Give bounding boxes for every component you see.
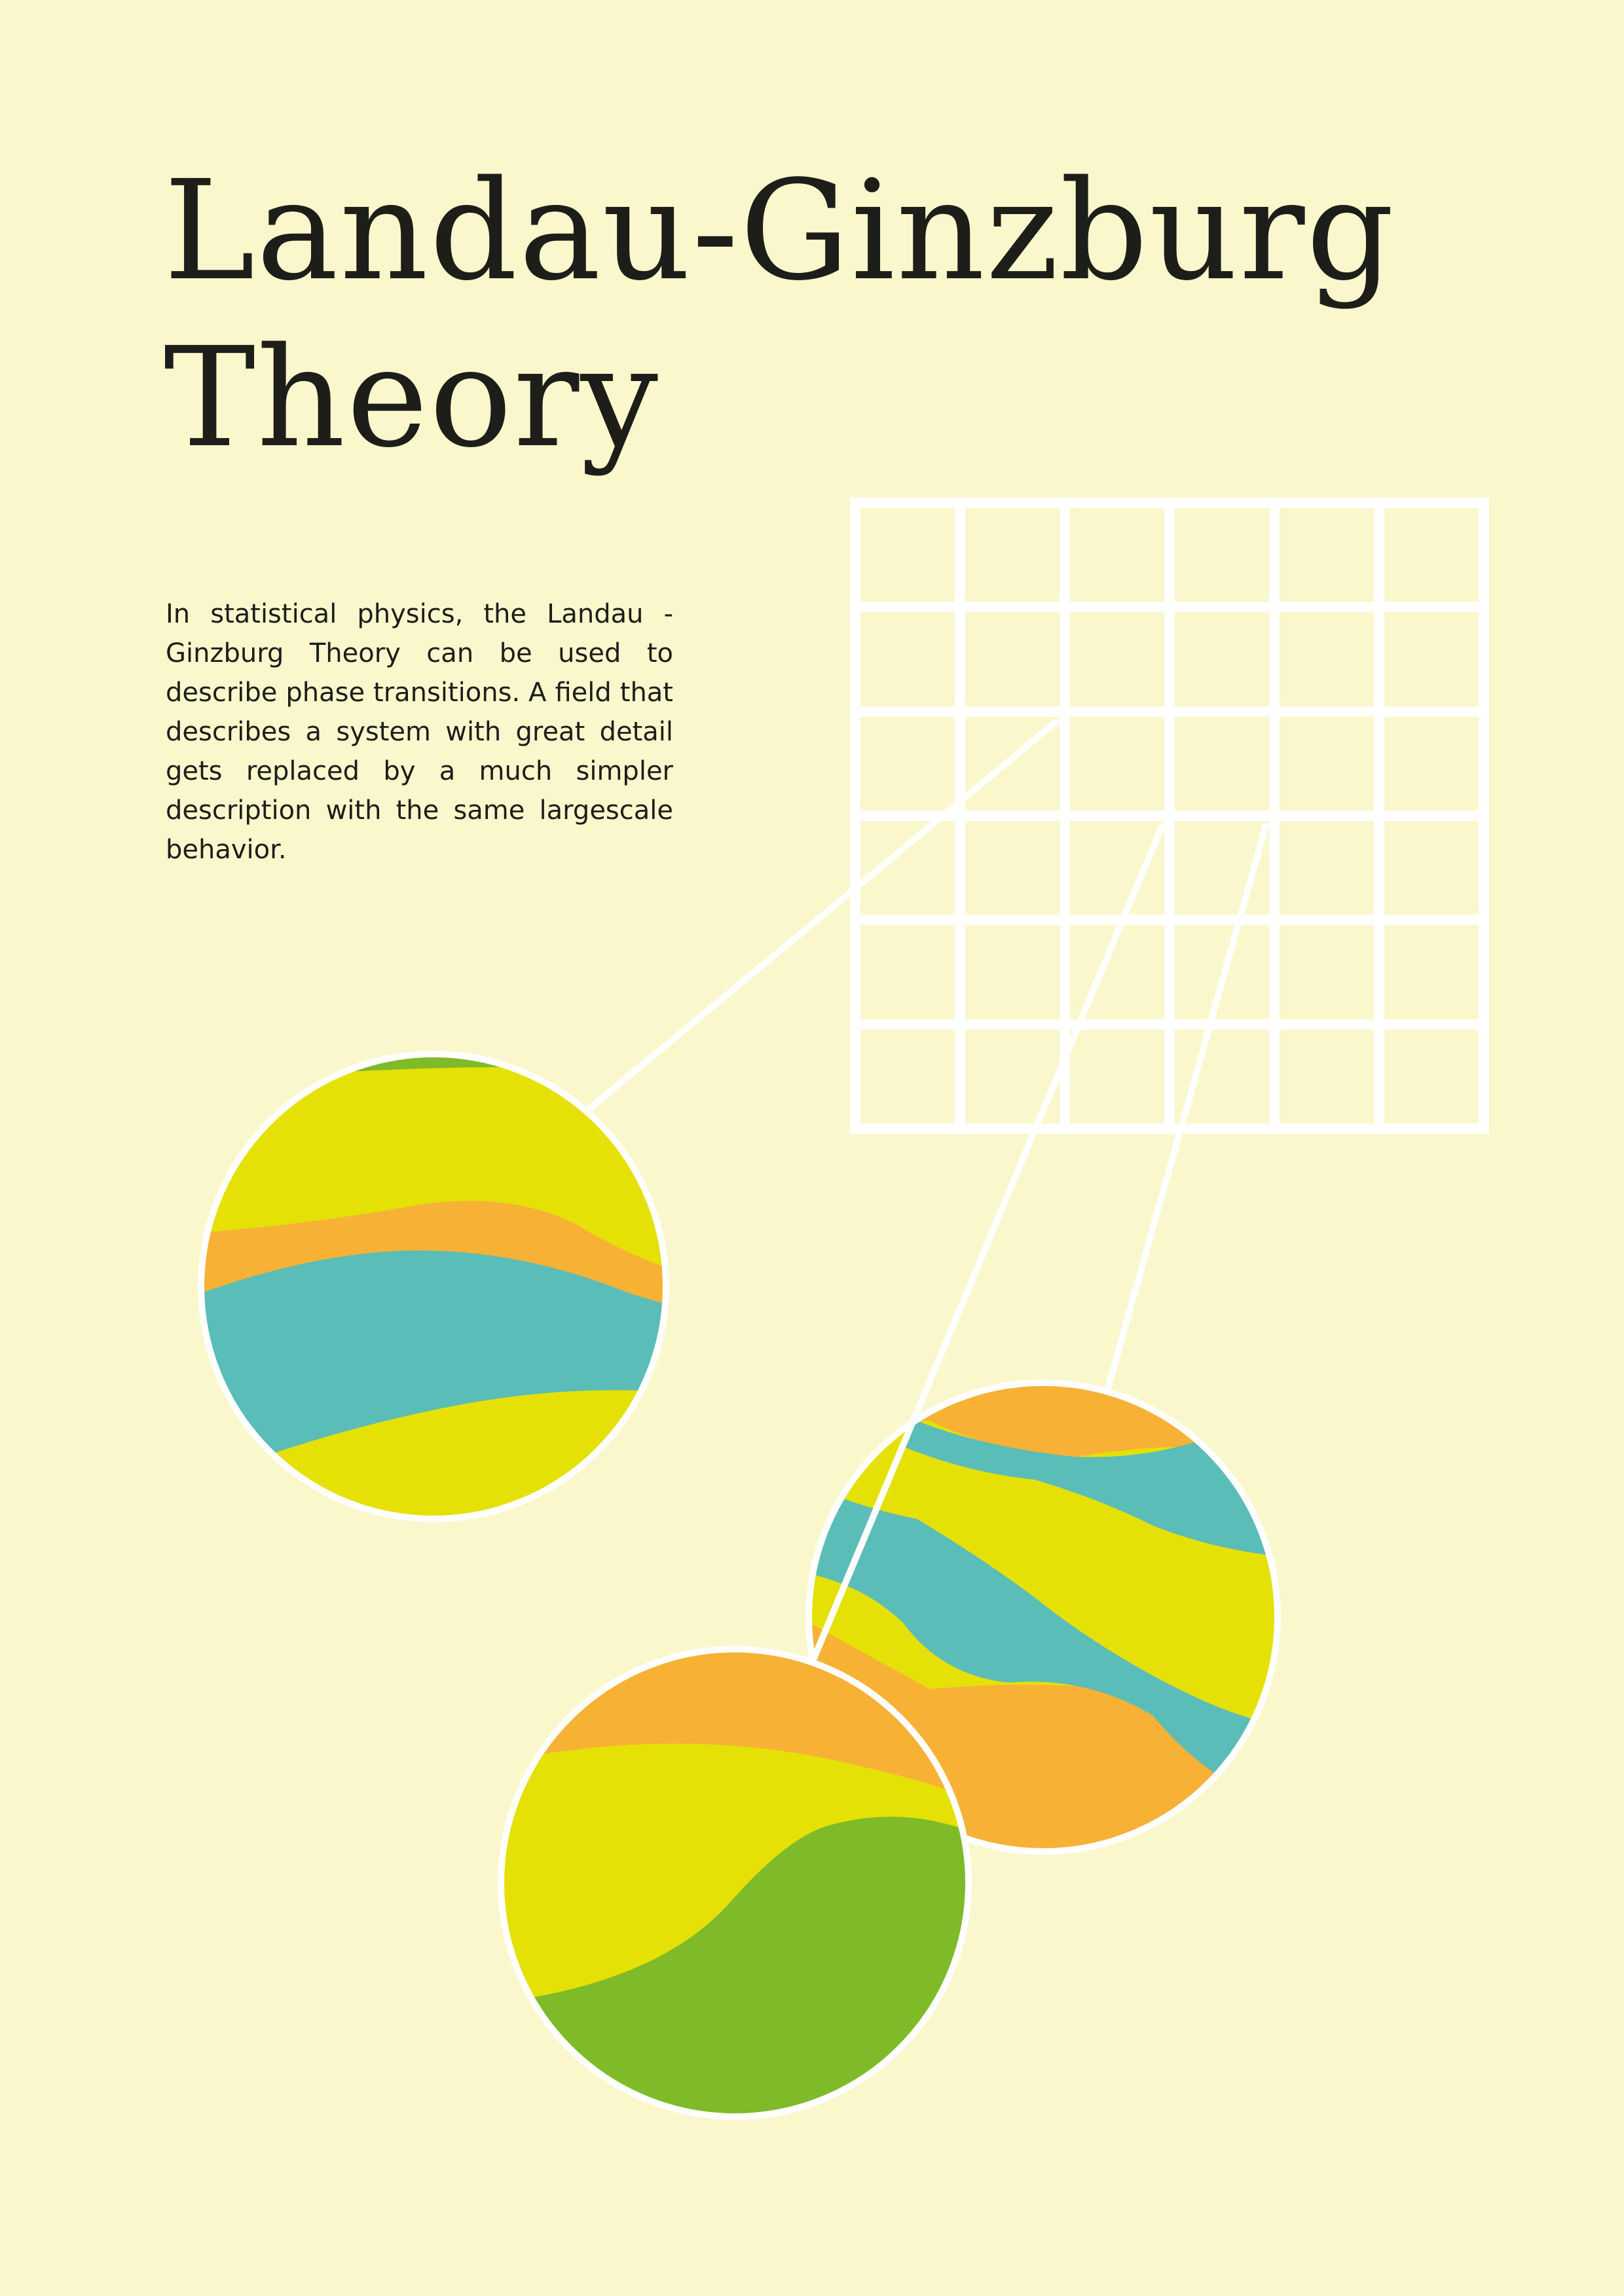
connector-line-bottom bbox=[809, 822, 1166, 1664]
circle-bottom-outline bbox=[498, 1646, 972, 2120]
description-text: In statistical physics, the Landau -Ginz… bbox=[166, 599, 673, 865]
lattice-grid bbox=[850, 498, 1489, 1134]
circle-left bbox=[198, 1051, 669, 1522]
circle-left-outline bbox=[198, 1051, 669, 1522]
page-title: Landau-Ginzburg Theory bbox=[164, 147, 1395, 481]
connector-line-left bbox=[585, 718, 1061, 1112]
connector-line-right bbox=[1105, 822, 1270, 1389]
title-line-2: Theory bbox=[164, 318, 660, 478]
title-line-1: Landau-Ginzburg bbox=[164, 151, 1396, 311]
connector-lines bbox=[585, 718, 1270, 1664]
circle-right bbox=[805, 1379, 1281, 1855]
circle-right-outline bbox=[805, 1379, 1281, 1855]
